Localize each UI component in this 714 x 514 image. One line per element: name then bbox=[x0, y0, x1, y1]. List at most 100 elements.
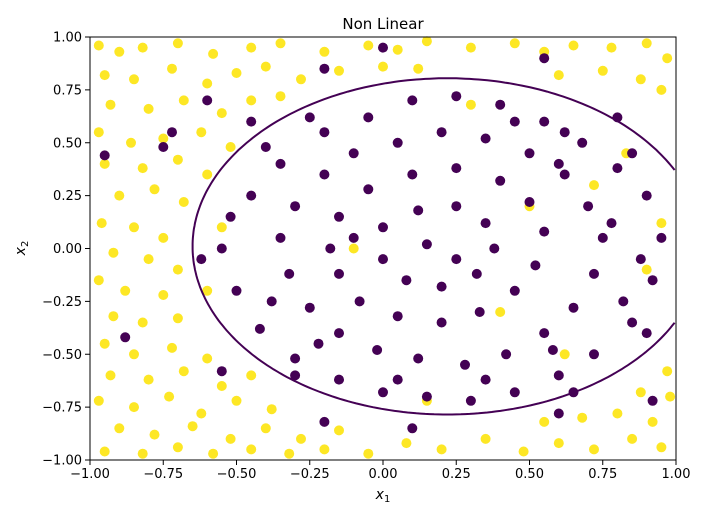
data-point-inside bbox=[530, 260, 541, 271]
data-point-inside bbox=[319, 169, 330, 180]
data-point-outside bbox=[656, 84, 667, 95]
data-point-outside bbox=[99, 338, 110, 349]
data-point-outside bbox=[334, 65, 344, 76]
data-point-inside bbox=[553, 158, 564, 169]
chart-title: Non Linear bbox=[342, 15, 424, 33]
data-point-inside bbox=[363, 184, 374, 195]
data-point-inside bbox=[627, 317, 638, 328]
x-tick-label: 0.00 bbox=[369, 467, 398, 482]
data-point-outside bbox=[568, 40, 579, 51]
data-point-outside bbox=[143, 254, 154, 265]
data-point-outside bbox=[495, 307, 506, 317]
data-point-outside bbox=[172, 313, 183, 324]
data-point-outside bbox=[662, 53, 673, 64]
data-point-outside bbox=[348, 243, 359, 254]
data-point-outside bbox=[656, 442, 667, 453]
data-point-outside bbox=[231, 395, 242, 406]
data-point-inside bbox=[480, 218, 491, 229]
data-point-inside bbox=[656, 232, 667, 243]
data-point-outside bbox=[202, 285, 213, 296]
data-point-outside bbox=[378, 61, 388, 72]
data-point-outside bbox=[202, 353, 213, 364]
data-point-inside bbox=[509, 285, 520, 296]
data-point-inside bbox=[401, 275, 412, 286]
data-point-inside bbox=[260, 142, 271, 152]
data-point-outside bbox=[627, 433, 638, 444]
data-point-outside bbox=[143, 374, 154, 385]
data-point-outside bbox=[196, 127, 207, 138]
x-tick-label: −0.25 bbox=[290, 467, 330, 482]
data-point-inside bbox=[167, 127, 177, 138]
data-point-outside bbox=[275, 91, 286, 102]
data-point-inside bbox=[612, 163, 623, 174]
data-point-inside bbox=[509, 116, 520, 127]
data-point-inside bbox=[559, 127, 570, 138]
data-point-inside bbox=[501, 349, 512, 360]
data-point-inside bbox=[553, 370, 564, 381]
data-point-outside bbox=[401, 438, 412, 449]
x-tick-label: −1.00 bbox=[70, 467, 110, 482]
data-point-inside bbox=[304, 112, 315, 123]
data-point-outside bbox=[334, 425, 344, 436]
data-point-inside bbox=[489, 243, 500, 254]
data-point-inside bbox=[275, 158, 286, 169]
data-point-outside bbox=[553, 438, 564, 449]
data-point-inside bbox=[553, 408, 564, 419]
data-point-inside bbox=[378, 42, 388, 53]
data-point-inside bbox=[480, 133, 491, 144]
data-point-inside bbox=[334, 328, 344, 339]
y-tick-label: 0.50 bbox=[53, 136, 82, 151]
data-point-inside bbox=[421, 239, 432, 250]
data-point-inside bbox=[325, 243, 336, 254]
data-point-outside bbox=[129, 74, 139, 85]
data-point-inside bbox=[290, 370, 301, 381]
data-point-outside bbox=[158, 133, 169, 144]
x-tick-label: 0.50 bbox=[515, 467, 544, 482]
data-point-outside bbox=[93, 275, 104, 286]
data-point-inside bbox=[319, 416, 330, 427]
x-tick-label: 0.25 bbox=[442, 467, 471, 482]
data-point-outside bbox=[93, 127, 104, 138]
data-point-inside bbox=[451, 254, 462, 265]
data-point-outside bbox=[225, 142, 236, 152]
data-point-inside bbox=[246, 190, 257, 201]
data-point-inside bbox=[304, 302, 315, 313]
data-point-inside bbox=[158, 142, 169, 152]
data-point-outside bbox=[172, 264, 183, 275]
data-point-inside bbox=[606, 218, 617, 229]
data-point-inside bbox=[284, 268, 295, 279]
data-point-outside bbox=[164, 391, 175, 402]
data-point-outside bbox=[129, 402, 139, 413]
y-tick-label: 0.00 bbox=[53, 242, 82, 257]
data-point-inside bbox=[547, 345, 558, 355]
data-point-outside bbox=[108, 311, 119, 322]
data-point-inside bbox=[627, 148, 638, 159]
data-point-outside bbox=[137, 448, 148, 459]
data-point-inside bbox=[378, 222, 388, 233]
data-point-inside bbox=[559, 169, 570, 180]
data-point-outside bbox=[96, 218, 107, 229]
data-point-outside bbox=[129, 222, 139, 233]
data-point-inside bbox=[641, 328, 652, 339]
data-point-outside bbox=[105, 370, 116, 381]
data-point-inside bbox=[334, 268, 344, 279]
data-point-inside bbox=[372, 345, 383, 355]
data-point-inside bbox=[378, 387, 388, 398]
data-point-outside bbox=[99, 158, 110, 169]
data-point-outside bbox=[421, 36, 432, 47]
data-point-outside bbox=[105, 99, 116, 110]
data-point-outside bbox=[167, 63, 177, 74]
data-point-inside bbox=[225, 211, 236, 222]
data-point-outside bbox=[465, 99, 476, 110]
data-point-outside bbox=[172, 442, 183, 453]
data-point-outside bbox=[319, 46, 330, 57]
data-point-outside bbox=[108, 247, 119, 258]
data-point-outside bbox=[553, 70, 564, 81]
data-point-outside bbox=[559, 349, 570, 360]
data-point-inside bbox=[539, 53, 550, 64]
data-point-inside bbox=[392, 137, 403, 148]
data-point-outside bbox=[296, 74, 306, 85]
data-point-inside bbox=[120, 332, 131, 343]
y-axis-label-variable: x bbox=[13, 246, 29, 256]
